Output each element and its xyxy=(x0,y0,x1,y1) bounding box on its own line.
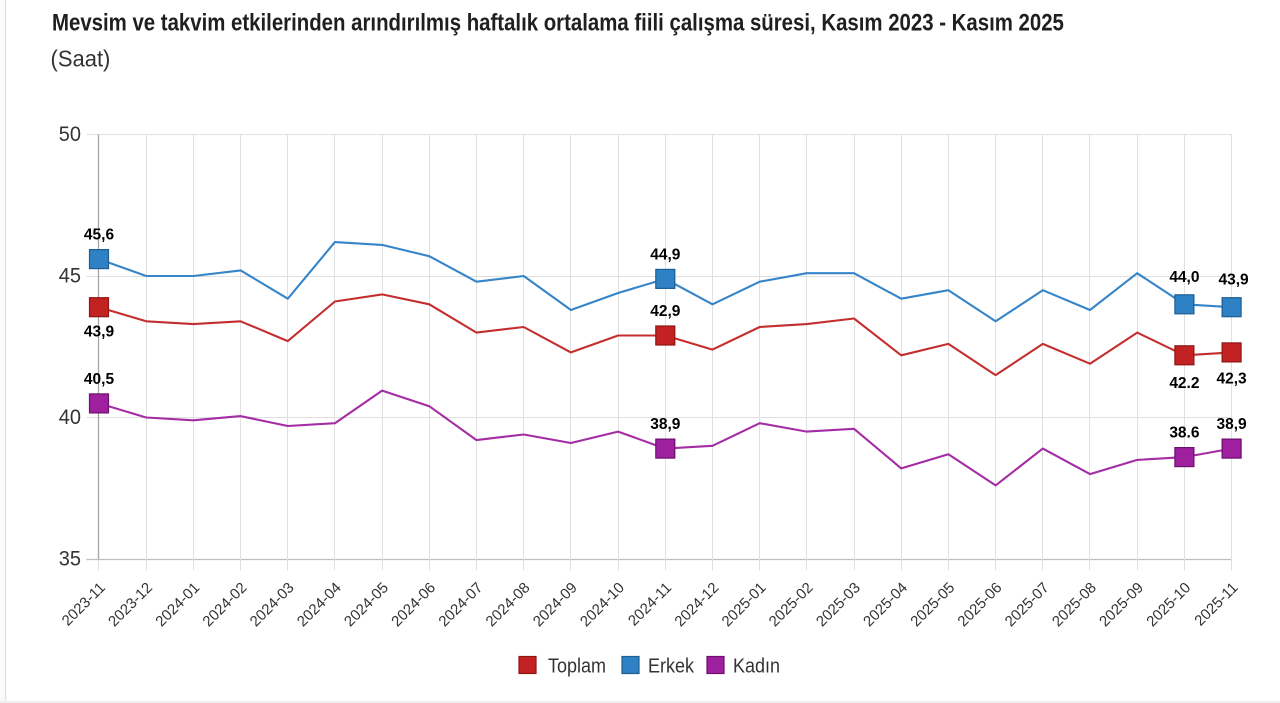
svg-text:Erkek: Erkek xyxy=(648,656,694,678)
svg-text:40: 40 xyxy=(59,406,81,430)
svg-text:43,9: 43,9 xyxy=(84,324,115,341)
svg-text:42.2: 42.2 xyxy=(1169,375,1199,392)
svg-text:38,9: 38,9 xyxy=(1217,416,1248,433)
svg-text:42,9: 42,9 xyxy=(650,303,681,320)
svg-text:38.6: 38.6 xyxy=(1169,425,1200,442)
svg-text:Kadın: Kadın xyxy=(733,656,780,678)
svg-text:45: 45 xyxy=(59,264,81,288)
svg-text:35: 35 xyxy=(59,547,81,571)
svg-text:40,5: 40,5 xyxy=(84,371,115,388)
svg-text:38,9: 38,9 xyxy=(650,416,681,433)
svg-text:50: 50 xyxy=(59,123,81,147)
svg-text:44,9: 44,9 xyxy=(650,246,681,263)
svg-text:42,3: 42,3 xyxy=(1217,370,1248,387)
svg-text:43,9: 43,9 xyxy=(1219,272,1250,289)
svg-text:(Saat): (Saat) xyxy=(51,46,111,72)
svg-text:44,0: 44,0 xyxy=(1169,269,1199,286)
svg-text:45,6: 45,6 xyxy=(84,227,115,244)
svg-text:Toplam: Toplam xyxy=(548,656,606,678)
svg-text:Mevsim ve takvim etkilerinden: Mevsim ve takvim etkilerinden arındırılm… xyxy=(52,9,1064,36)
